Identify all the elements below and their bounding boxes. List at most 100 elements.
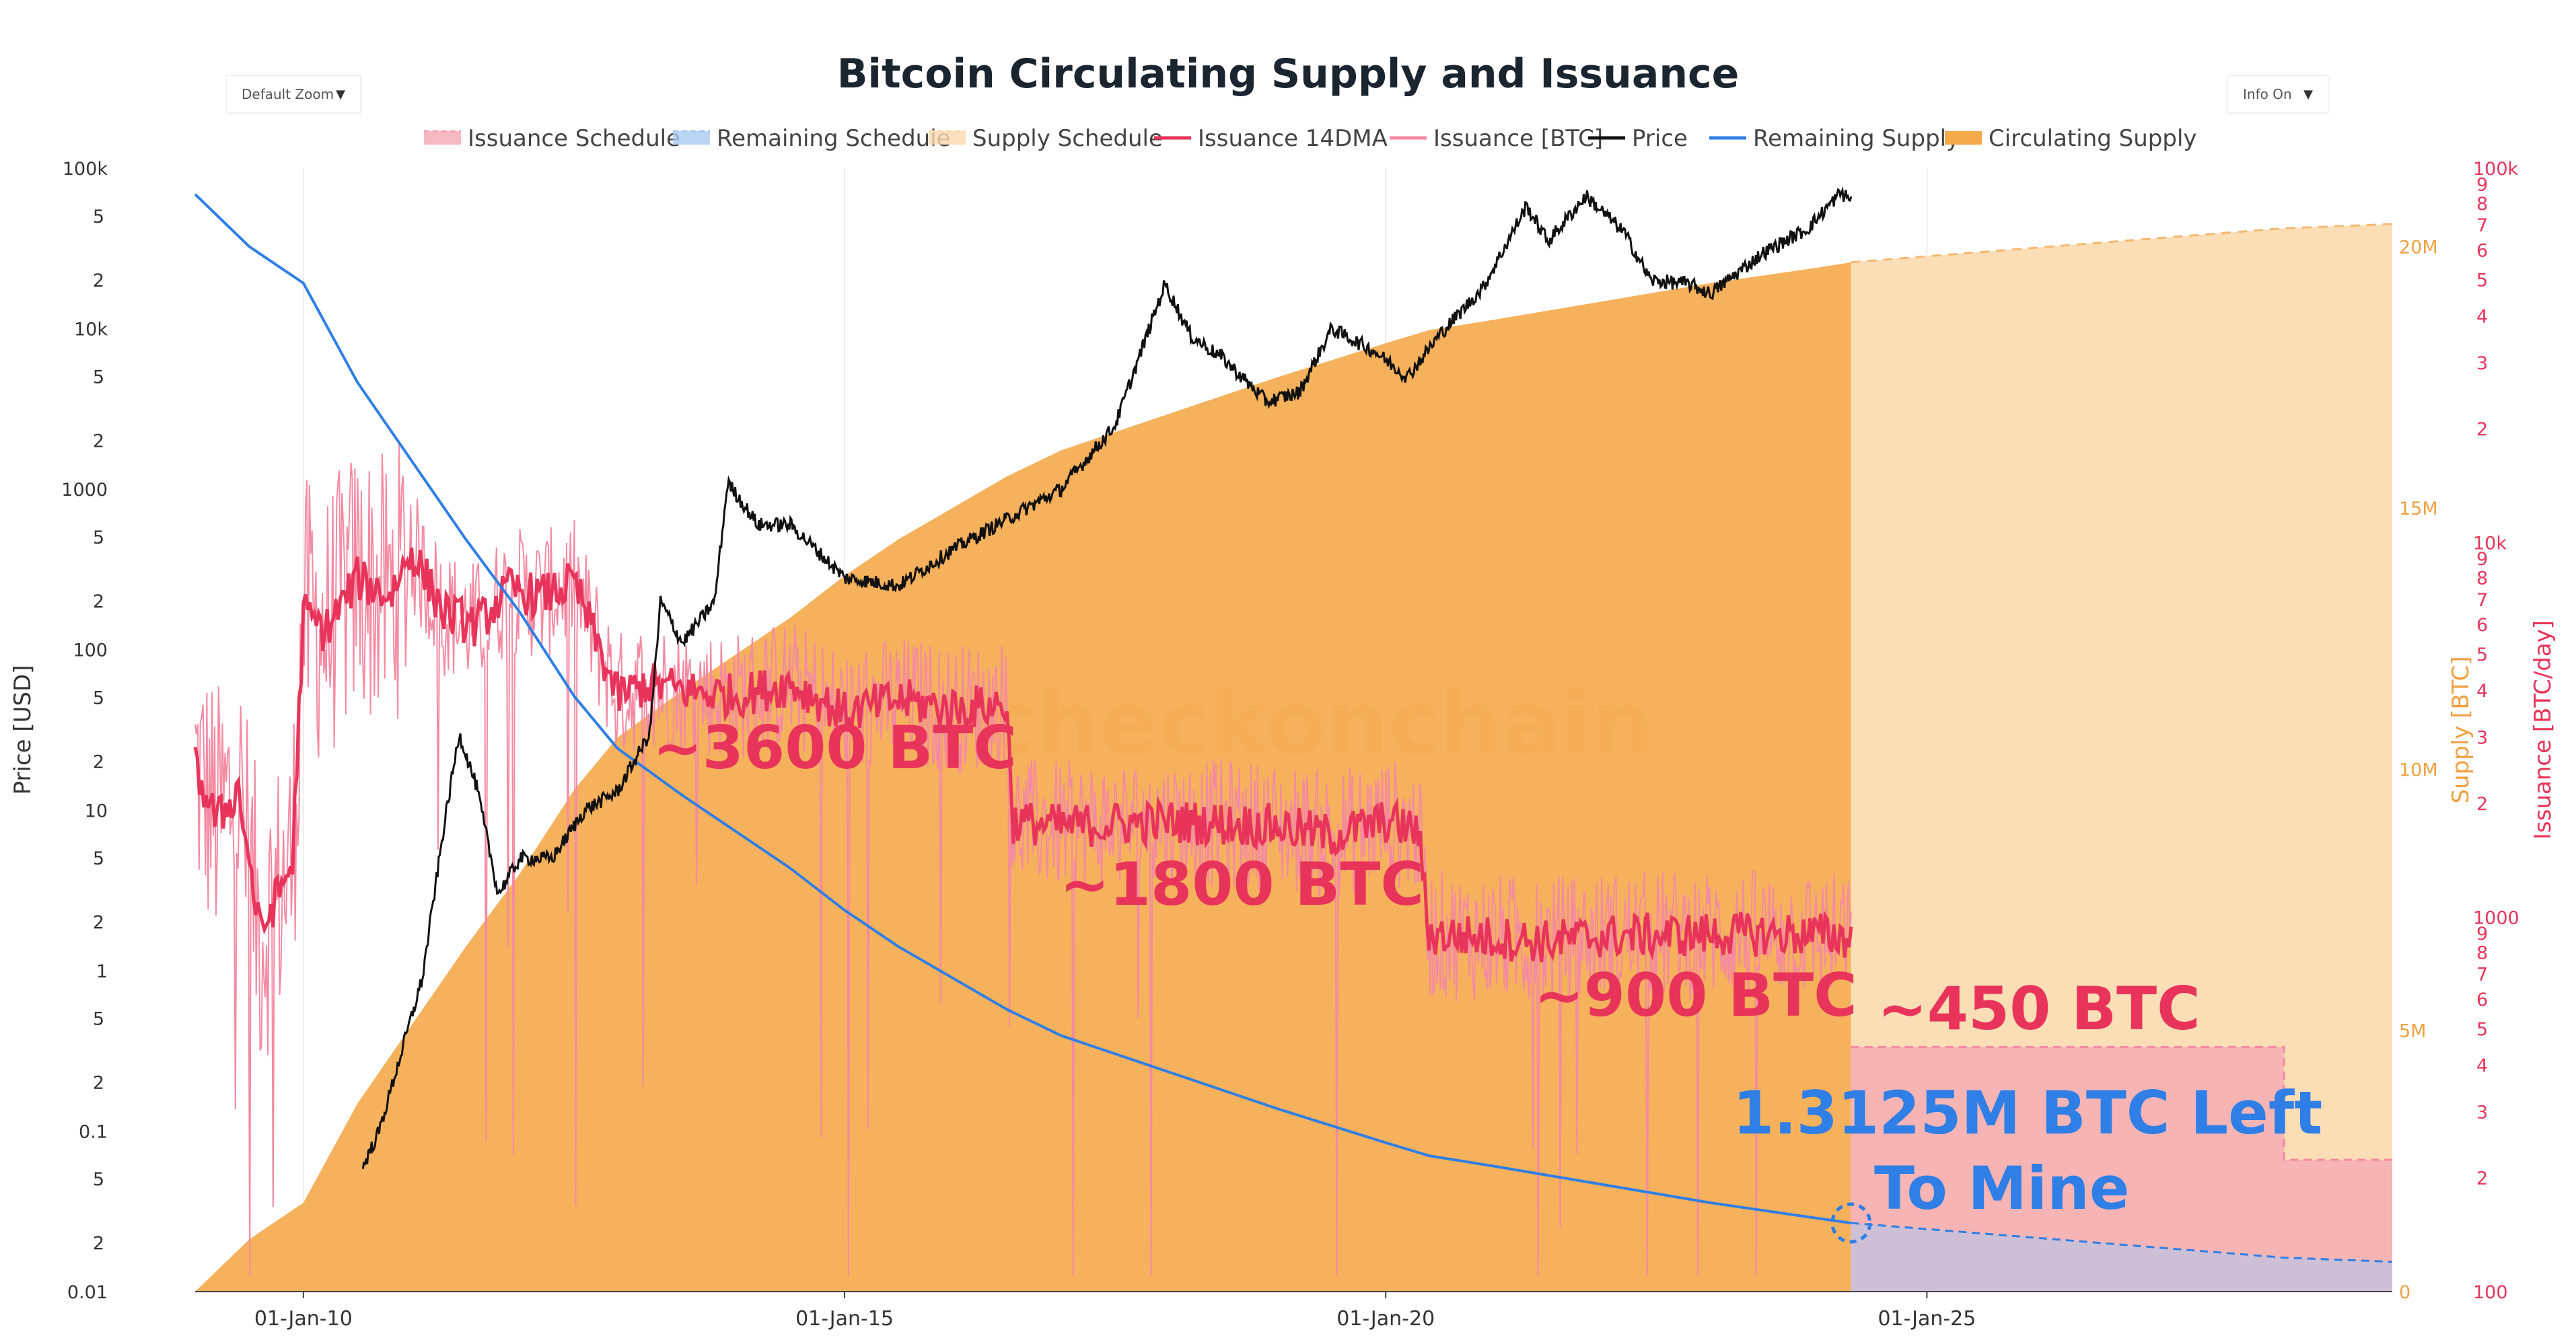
issuance-minor-tick-label: 3 [2476,1102,2488,1123]
annotation-label: To Mine [1874,1154,2130,1223]
issuance-minor-tick-label: 5 [2476,1019,2488,1040]
price-tick-label: 100k [63,159,108,180]
legend-swatch [424,131,461,145]
price-minor-tick-label: 2 [93,1073,104,1094]
legend[interactable]: Issuance Schedule Remaining Schedule Suppl… [424,125,2197,152]
chevron-down-icon: ▼ [2303,87,2313,102]
legend-label: Issuance Schedule [468,125,680,152]
supply-schedule-line [1851,223,2393,264]
legend-item[interactable]: Remaining Supply [1709,125,1960,152]
marker-layer [1830,1202,1872,1244]
issuance-minor-tick-label: 7 [2476,965,2488,986]
info-dropdown[interactable]: Info On ▼ [2227,75,2328,113]
circulating-supply-area [195,262,1851,1292]
price-minor-tick-label: 2 [93,1233,104,1254]
axes-layer: 01-Jan-10 01-Jan-15 01-Jan-20 01-Jan-25 0.01… [9,159,2556,1331]
legend-label: Supply Schedule [972,125,1163,152]
issuance-minor-tick-label: 7 [2476,590,2488,611]
price-tick-label: 10k [74,320,108,340]
annotation-label: ~1800 BTC [1060,850,1424,919]
legend-label: Remaining Schedule [717,125,951,152]
annotation-label: 1.3125M BTC Left [1733,1078,2322,1148]
remaining-schedule-area [1851,1223,2392,1292]
x-tick-label: 01-Jan-10 [254,1307,353,1331]
zoom-dropdown-label: Default Zoom [242,86,334,102]
legend-item[interactable]: Circulating Supply [1945,125,2197,152]
legend-label: Circulating Supply [1989,125,2197,152]
supply-schedule-area [1851,224,2392,1292]
issuance-minor-tick-label: 2 [2476,1168,2488,1189]
price-minor-tick-label: 2 [93,431,104,451]
issuance-minor-tick-label: 4 [2476,1055,2488,1076]
issuance-minor-tick-label: 2 [2476,419,2488,440]
supply-tick-label: 15M [2399,498,2438,519]
price-tick-label: 100 [73,640,108,661]
supply-tick-label: 5M [2399,1021,2426,1042]
remaining-supply-line [194,193,1852,1225]
zoom-dropdown[interactable]: Default Zoom ▼ [226,75,361,113]
issuance-schedule-area [1851,1047,2392,1292]
issuance-minor-tick-label: 4 [2476,681,2488,702]
info-dropdown-label: Info On [2243,86,2292,102]
annotation-label: ~3600 BTC [653,713,1017,782]
issuance-minor-tick-label: 4 [2476,307,2488,328]
legend-item[interactable]: Supply Schedule [929,125,1163,152]
price-tick-label: 1000 [61,480,108,500]
legend-swatch [1945,131,1982,145]
issuance-layer [193,442,1853,1277]
price-minor-tick-label: 2 [93,912,104,933]
issuance-minor-tick-label: 8 [2476,568,2488,589]
issuance-minor-tick-label: 6 [2476,240,2488,261]
chart-title: Bitcoin Circulating Supply and Issuance [837,50,1740,98]
annotation-label: ~900 BTC [1534,961,1857,1030]
issuance-tick-label: 1000 [2473,907,2519,928]
legend-item[interactable]: Issuance 14DMA [1154,125,1388,152]
issuance-minor-tick-label: 2 [2476,794,2488,815]
price-line [361,186,1853,1169]
issuance-14dma-line [193,547,1853,963]
price-minor-tick-label: 5 [93,367,104,387]
price-minor-tick-label: 5 [93,848,104,869]
annotation-label: ~450 BTC [1877,974,2201,1043]
legend-label: Issuance 14DMA [1198,125,1388,152]
legend-label: Issuance [BTC] [1433,125,1603,152]
legend-swatch [673,131,710,145]
issuance-axis-title: Issuance [BTC/day] [2530,620,2556,840]
issuance-minor-tick-label: 8 [2476,194,2488,215]
chevron-down-icon: ▼ [336,87,345,102]
x-tick-label: 01-Jan-25 [1877,1307,1976,1331]
legend-label: Price [1632,125,1688,152]
issuance-tick-label: 100k [2473,159,2519,180]
legend-item[interactable]: Remaining Schedule [673,125,951,152]
x-tick-label: 01-Jan-20 [1336,1307,1435,1331]
supply-tick-label: 10M [2399,759,2438,780]
legend-item[interactable]: Issuance [BTC] [1390,125,1603,152]
price-tick-label: 10 [85,801,108,821]
issuance-minor-tick-label: 6 [2476,615,2488,636]
price-minor-tick-label: 5 [93,527,104,548]
supply-tick-label: 20M [2399,237,2438,258]
legend-item[interactable]: Issuance Schedule [424,125,680,152]
issuance-tick-label: 10k [2473,533,2507,554]
issuance-minor-tick-label: 8 [2476,942,2488,963]
supply-tick-label: 0 [2399,1282,2410,1303]
price-minor-tick-label: 5 [93,688,104,709]
legend-item[interactable]: Price [1588,125,1688,152]
annotations-layer: ~3600 BTC ~1800 BTC ~900 BTC ~450 BTC 1.3125… [653,713,2322,1223]
supply-axis-title: Supply [BTC] [2447,656,2474,803]
issuance-minor-tick-label: 3 [2476,728,2488,749]
issuance-minor-tick-label: 9 [2476,549,2488,570]
price-minor-tick-label: 5 [93,1009,104,1030]
issuance-schedule-line [1851,1045,2392,1161]
x-tick-label: 01-Jan-15 [795,1307,894,1331]
legend-label: Remaining Supply [1753,125,1960,152]
price-minor-tick-label: 2 [93,751,104,772]
price-minor-tick-label: 2 [93,591,104,612]
issuance-minor-tick-label: 9 [2476,924,2488,944]
issuance-tick-label: 100 [2473,1282,2508,1303]
price-tick-label: 1 [96,961,108,982]
price-tick-label: 0.1 [79,1121,108,1142]
price-minor-tick-label: 5 [93,207,104,227]
issuance-minor-tick-label: 5 [2476,270,2488,291]
